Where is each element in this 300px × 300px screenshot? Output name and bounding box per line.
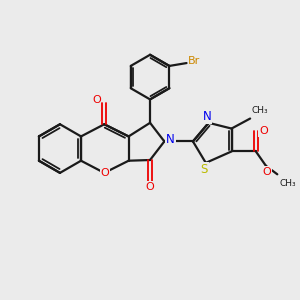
Text: N: N <box>203 110 212 123</box>
Text: O: O <box>92 95 101 105</box>
Text: O: O <box>146 182 154 192</box>
Text: O: O <box>262 167 271 177</box>
Text: O: O <box>259 126 268 136</box>
Text: O: O <box>100 168 109 178</box>
Text: CH₃: CH₃ <box>280 178 296 188</box>
Text: N: N <box>166 134 175 146</box>
Text: CH₃: CH₃ <box>252 106 268 115</box>
Text: Br: Br <box>188 56 200 66</box>
Text: S: S <box>201 163 208 176</box>
